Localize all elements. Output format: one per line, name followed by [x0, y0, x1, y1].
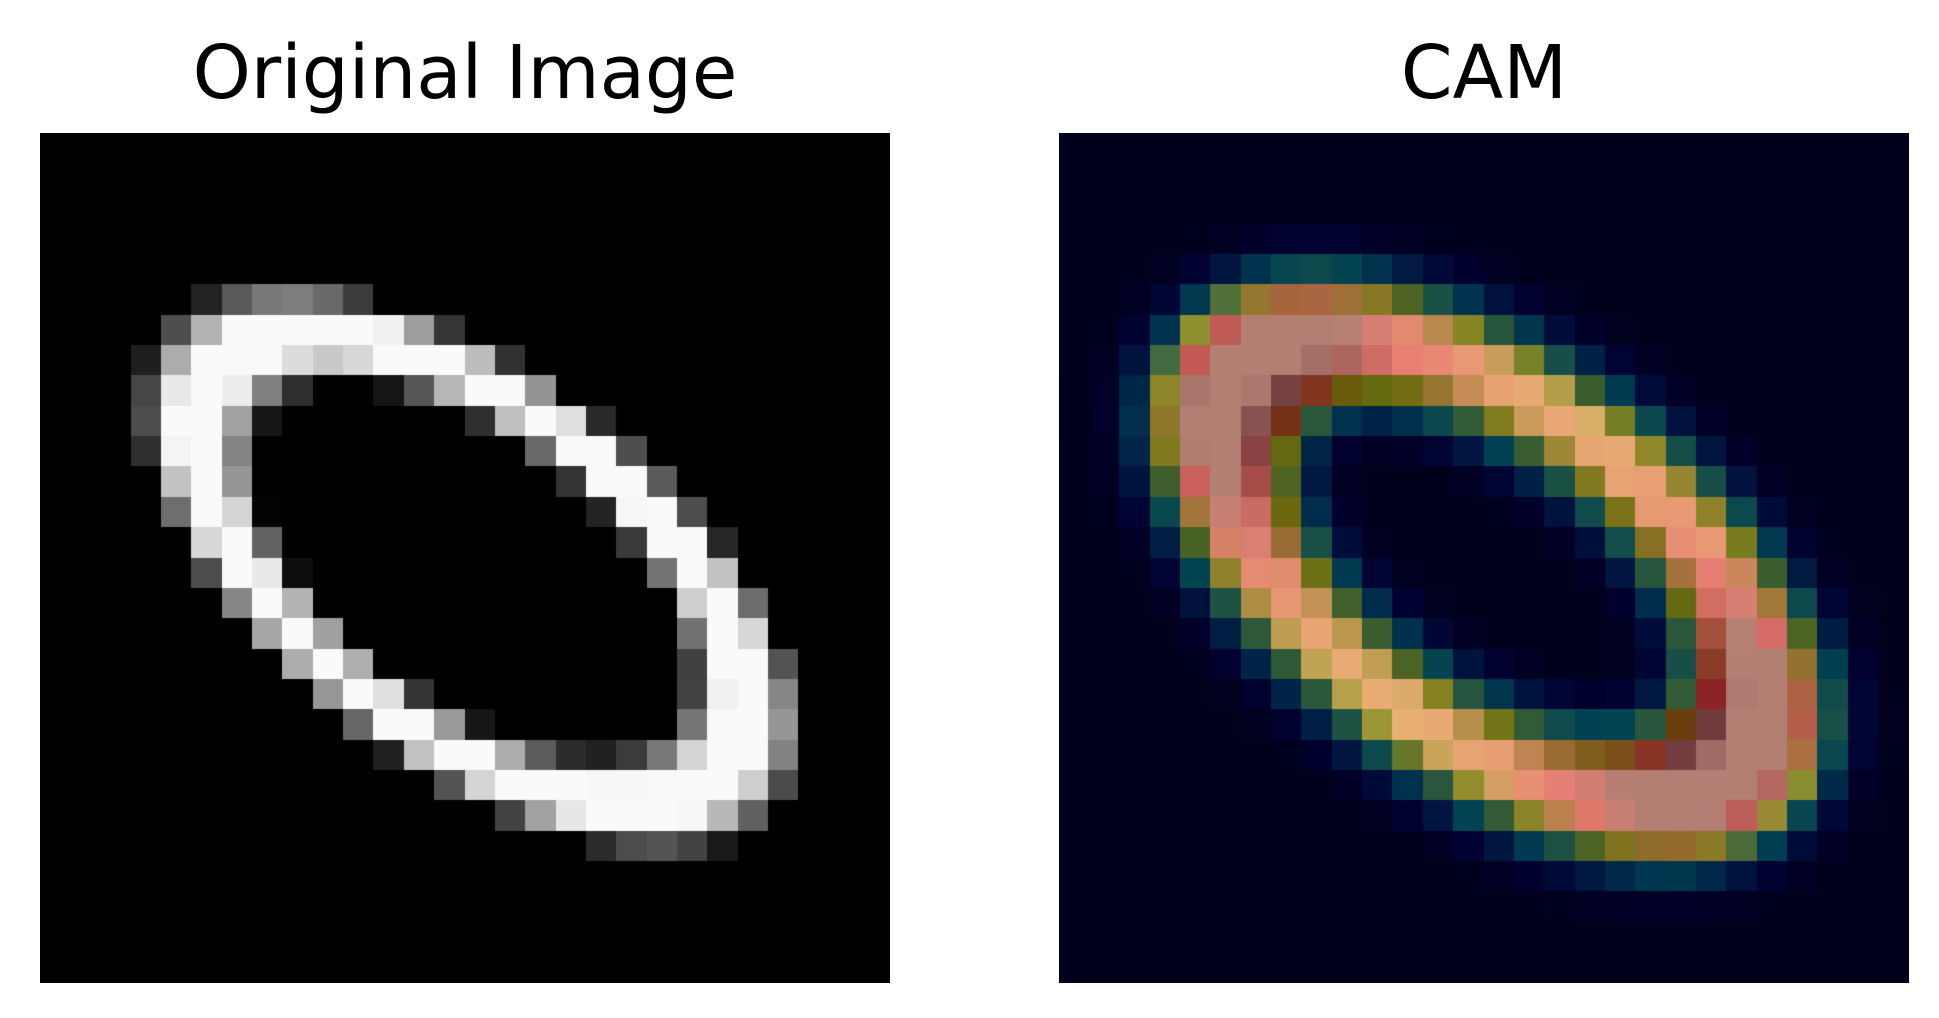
cam-heatmap-image	[1059, 133, 1909, 983]
original-image-title: Original Image	[192, 30, 738, 116]
cam-title: CAM	[1400, 30, 1568, 116]
original-digit-image	[40, 133, 890, 983]
